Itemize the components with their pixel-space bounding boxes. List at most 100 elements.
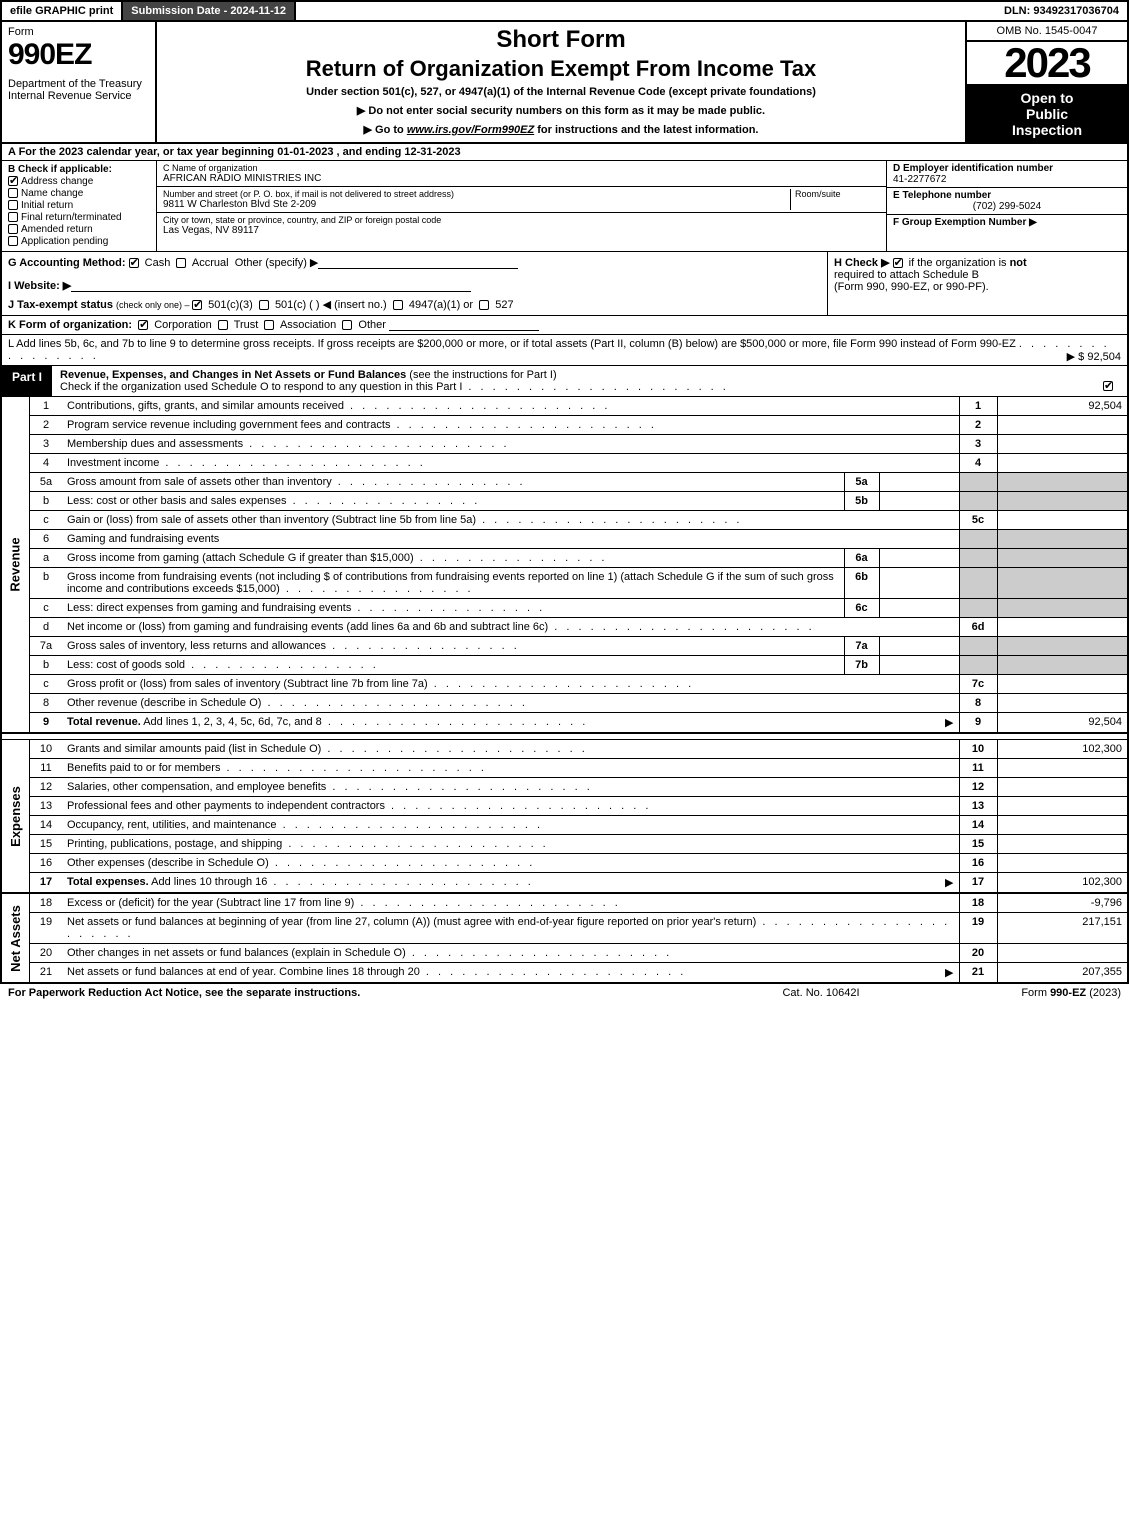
footer-form-num: 990-EZ — [1050, 987, 1086, 999]
expenses-table: 10Grants and similar amounts paid (list … — [30, 740, 1127, 892]
line-description: Occupancy, rent, utilities, and maintena… — [62, 816, 959, 835]
checkbox-amended[interactable] — [8, 224, 18, 234]
table-row: 11Benefits paid to or for members11 — [30, 759, 1127, 778]
line-description: Gross income from fundraising events (no… — [62, 568, 844, 599]
open-line3: Inspection — [971, 122, 1123, 138]
line-ref: 2 — [959, 416, 997, 435]
line-description: Salaries, other compensation, and employ… — [62, 778, 959, 797]
line-number: d — [30, 618, 62, 637]
checkbox-accrual[interactable] — [176, 258, 186, 268]
checkbox-501c3[interactable] — [192, 300, 202, 310]
checkbox-initial-return[interactable] — [8, 200, 18, 210]
line-amount-shaded — [997, 599, 1127, 618]
line-amount-shaded — [997, 549, 1127, 568]
sub-line-value — [879, 637, 959, 656]
initial-return-label: Initial return — [21, 200, 73, 211]
line-description: Gaming and fundraising events — [62, 530, 959, 549]
table-row: 18Excess or (deficit) for the year (Subt… — [30, 894, 1127, 913]
section-g: G Accounting Method: Cash Accrual Other … — [2, 252, 827, 315]
j-label: J Tax-exempt status — [8, 299, 116, 311]
checkbox-final-return[interactable] — [8, 212, 18, 222]
line-ref-shaded — [959, 656, 997, 675]
line-ref: 8 — [959, 694, 997, 713]
checkbox-527[interactable] — [479, 300, 489, 310]
line-ref: 11 — [959, 759, 997, 778]
l-value: ▶ $ 92,504 — [1067, 350, 1121, 363]
line-number: 17 — [30, 873, 62, 893]
line-description: Investment income — [62, 454, 959, 473]
line-ref: 21 — [959, 963, 997, 983]
line-description: Net assets or fund balances at beginning… — [62, 913, 959, 944]
checkbox-other-org[interactable] — [342, 320, 352, 330]
line-number: 12 — [30, 778, 62, 797]
checkbox-cash[interactable] — [129, 258, 139, 268]
line-description: Contributions, gifts, grants, and simila… — [62, 397, 959, 416]
checkbox-address-change[interactable] — [8, 176, 18, 186]
table-row: 9Total revenue. Add lines 1, 2, 3, 4, 5c… — [30, 713, 1127, 733]
table-row: 10Grants and similar amounts paid (list … — [30, 740, 1127, 759]
other-org-input[interactable] — [389, 319, 539, 331]
line-ref: 4 — [959, 454, 997, 473]
open-to-public: Open to Public Inspection — [967, 86, 1127, 142]
group-exemption-label: F Group Exemption Number ▶ — [893, 217, 1121, 228]
checkbox-trust[interactable] — [218, 320, 228, 330]
checkbox-pending[interactable] — [8, 236, 18, 246]
sub-line-ref: 6a — [844, 549, 879, 568]
line-amount: 92,504 — [997, 713, 1127, 733]
501c-other-label: 501(c) ( ) ◀ (insert no.) — [275, 299, 387, 311]
line-number: 14 — [30, 816, 62, 835]
b-label: B Check if applicable: — [8, 164, 150, 175]
efile-label[interactable]: efile GRAPHIC print — [2, 2, 123, 20]
checkbox-association[interactable] — [264, 320, 274, 330]
line-number: 2 — [30, 416, 62, 435]
checkbox-schedule-b-not-required[interactable] — [893, 258, 903, 268]
table-row: 6Gaming and fundraising events — [30, 530, 1127, 549]
line-description: Less: cost of goods sold — [62, 656, 844, 675]
j-small: (check only one) ‒ — [116, 300, 192, 310]
part-i-header: Part I Revenue, Expenses, and Changes in… — [0, 366, 1129, 397]
cash-label: Cash — [145, 257, 171, 269]
line-description: Benefits paid to or for members — [62, 759, 959, 778]
ein-value: 41-2277672 — [893, 174, 1121, 185]
table-row: cGain or (loss) from sale of assets othe… — [30, 511, 1127, 530]
line-description: Professional fees and other payments to … — [62, 797, 959, 816]
checkbox-schedule-o-part-i[interactable] — [1103, 381, 1113, 391]
other-org-label: Other — [358, 319, 386, 331]
table-row: 13Professional fees and other payments t… — [30, 797, 1127, 816]
expenses-section: Expenses 10Grants and similar amounts pa… — [0, 740, 1129, 894]
instruction-goto: ▶ Go to www.irs.gov/Form990EZ for instru… — [163, 123, 959, 136]
sub-line-ref: 7b — [844, 656, 879, 675]
line-amount — [997, 454, 1127, 473]
table-row: cLess: direct expenses from gaming and f… — [30, 599, 1127, 618]
line-description: Excess or (deficit) for the year (Subtra… — [62, 894, 959, 913]
tel-value: (702) 299-5024 — [893, 201, 1121, 212]
table-row: 12Salaries, other compensation, and empl… — [30, 778, 1127, 797]
trust-label: Trust — [234, 319, 259, 331]
line-description: Net income or (loss) from gaming and fun… — [62, 618, 959, 637]
sub-line-value — [879, 549, 959, 568]
city-label: City or town, state or province, country… — [163, 215, 880, 225]
line-amount: 207,355 — [997, 963, 1127, 983]
other-specify-input[interactable] — [318, 257, 518, 269]
assoc-label: Association — [280, 319, 336, 331]
table-row: 21Net assets or fund balances at end of … — [30, 963, 1127, 983]
addr-change-label: Address change — [21, 176, 93, 187]
checkbox-corporation[interactable] — [138, 320, 148, 330]
line-ref: 17 — [959, 873, 997, 893]
irs-link[interactable]: www.irs.gov/Form990EZ — [407, 124, 534, 136]
line-number: b — [30, 568, 62, 599]
line-number: 19 — [30, 913, 62, 944]
checkbox-4947[interactable] — [393, 300, 403, 310]
h-text3: (Form 990, 990-EZ, or 990-PF). — [834, 281, 989, 293]
top-spacer — [296, 2, 996, 20]
line-description: Other revenue (describe in Schedule O) — [62, 694, 959, 713]
h-text1: if the organization is — [909, 257, 1010, 269]
website-input[interactable] — [71, 280, 471, 292]
checkbox-name-change[interactable] — [8, 188, 18, 198]
sub-line-value — [879, 599, 959, 618]
section-g-h: G Accounting Method: Cash Accrual Other … — [0, 252, 1129, 316]
line-number: 1 — [30, 397, 62, 416]
line-ref: 13 — [959, 797, 997, 816]
line-number: 16 — [30, 854, 62, 873]
checkbox-501c[interactable] — [259, 300, 269, 310]
